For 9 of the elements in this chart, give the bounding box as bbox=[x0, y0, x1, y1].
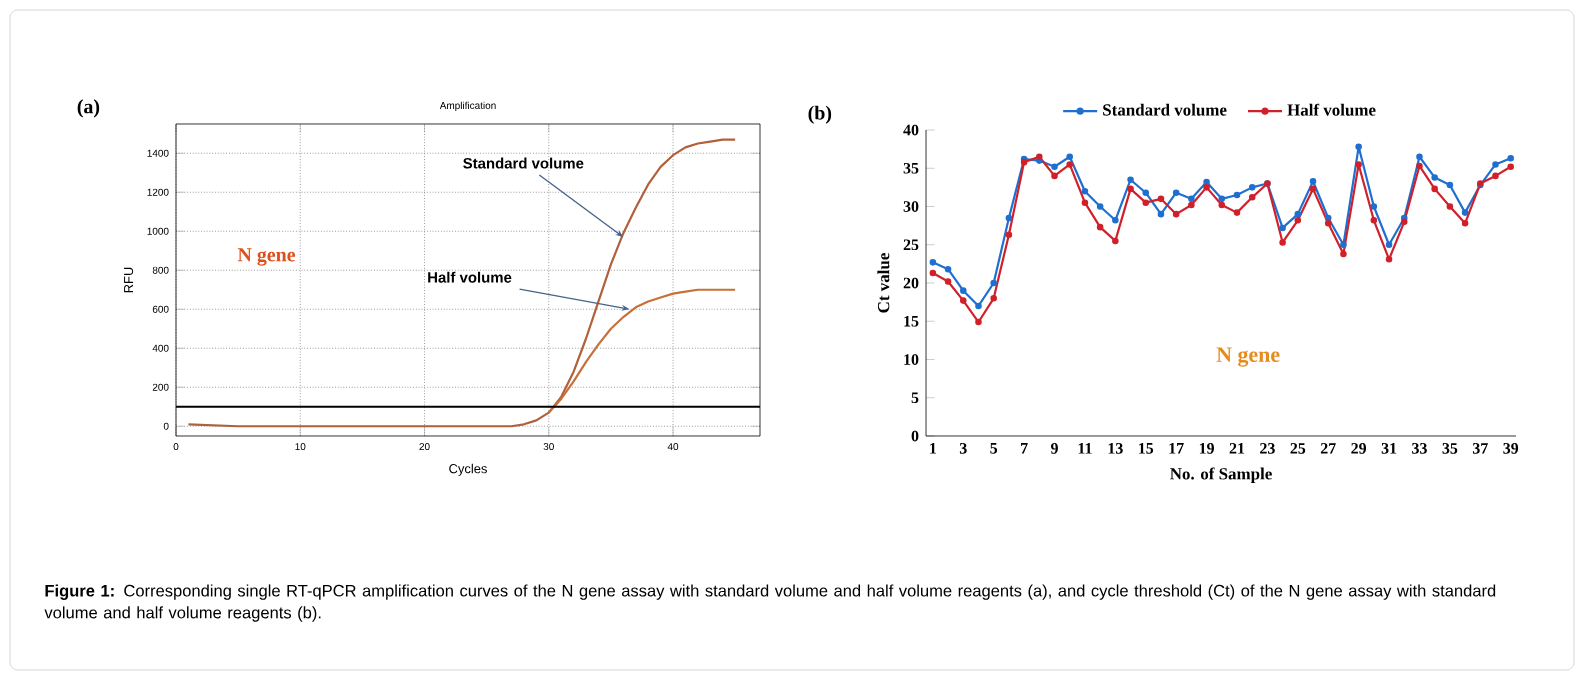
text: (b) bbox=[808, 105, 832, 124]
legend-label: Half volume bbox=[1287, 103, 1376, 116]
x-axis-title: No. of Sample bbox=[1170, 467, 1272, 483]
y-axis-title: Ct value bbox=[877, 253, 890, 313]
text: (a) bbox=[77, 99, 100, 118]
annotation: N gene bbox=[237, 248, 296, 266]
annotation: N gene bbox=[1216, 347, 1280, 367]
legend-label: Standard volume bbox=[1103, 103, 1227, 116]
text: Figure 1: Corresponding single RT-qPCR amplification curves of the N gene assay with standard volume and half volume reagents (a), and cycle threshold (Ct) of the N gene assay with standard volume and half volume reagents (b). bbox=[44, 584, 1496, 622]
